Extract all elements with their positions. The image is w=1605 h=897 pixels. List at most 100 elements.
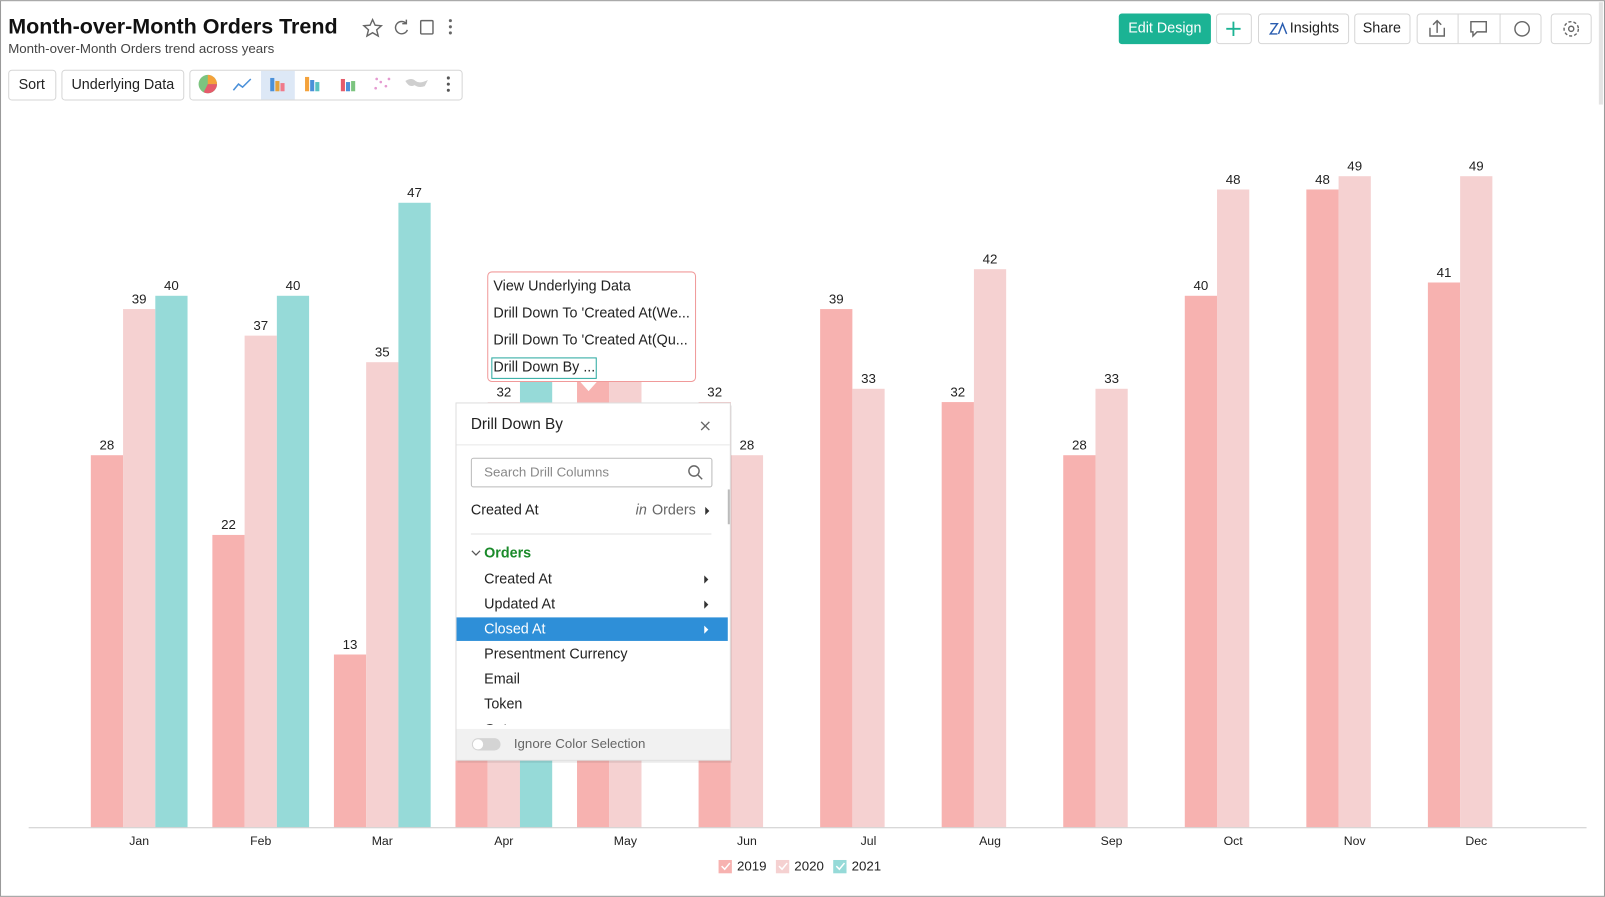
alert-icon[interactable] bbox=[1514, 20, 1530, 37]
bar[interactable] bbox=[1306, 189, 1339, 828]
panel-footer bbox=[456, 728, 730, 760]
bar[interactable] bbox=[1338, 176, 1371, 828]
drill-column[interactable]: Presentment Currency bbox=[484, 647, 628, 663]
settings-button[interactable] bbox=[1550, 13, 1592, 45]
bar-icon[interactable] bbox=[270, 77, 285, 92]
group-name[interactable]: Orders bbox=[484, 546, 531, 562]
underlying-data-button[interactable] bbox=[61, 69, 185, 101]
bar[interactable] bbox=[730, 455, 764, 828]
legend-swatch[interactable] bbox=[718, 859, 732, 874]
bar[interactable] bbox=[941, 402, 974, 828]
combo-icon[interactable] bbox=[340, 78, 356, 92]
edit-design-label[interactable]: Edit Design bbox=[1128, 21, 1201, 37]
search-placeholder[interactable]: Search Drill Columns bbox=[484, 465, 609, 480]
data-label: 48 bbox=[1315, 172, 1330, 187]
bar[interactable] bbox=[366, 362, 399, 828]
insights-label[interactable]: Insights bbox=[1290, 21, 1339, 37]
insights-icon[interactable] bbox=[1268, 21, 1288, 35]
menu-pointer bbox=[580, 381, 597, 392]
export-icon[interactable] bbox=[1429, 19, 1446, 37]
submenu-arrow bbox=[704, 600, 709, 609]
insights-button[interactable] bbox=[1258, 13, 1350, 45]
data-label: 40 bbox=[286, 278, 301, 293]
close-icon[interactable] bbox=[700, 421, 710, 431]
search-icon bbox=[688, 465, 700, 477]
focused-item bbox=[491, 357, 597, 379]
bar[interactable] bbox=[398, 202, 431, 828]
data-label: 49 bbox=[1469, 159, 1484, 174]
legend-check bbox=[721, 862, 731, 871]
bar[interactable] bbox=[333, 654, 367, 828]
drill-column[interactable]: Email bbox=[484, 672, 520, 688]
edit-design-button[interactable] bbox=[1118, 13, 1211, 45]
line-icon[interactable] bbox=[232, 78, 252, 91]
bar[interactable] bbox=[1427, 282, 1461, 828]
add-icon[interactable] bbox=[1226, 21, 1241, 36]
recent-column[interactable]: Created At bbox=[471, 503, 539, 519]
legend-swatch[interactable] bbox=[775, 859, 790, 874]
more-icon[interactable] bbox=[448, 19, 452, 35]
data-label: 37 bbox=[253, 318, 268, 333]
share-label[interactable]: Share bbox=[1363, 21, 1401, 37]
settings-icon[interactable] bbox=[1563, 20, 1580, 37]
data-label: 28 bbox=[740, 438, 755, 453]
sort-label[interactable]: Sort bbox=[19, 77, 45, 93]
data-label: 40 bbox=[164, 278, 179, 293]
group-chevron[interactable] bbox=[471, 550, 481, 556]
toggle-label[interactable]: Ignore Color Selection bbox=[514, 736, 646, 751]
refresh-icon[interactable] bbox=[394, 19, 409, 35]
x-tick-label: Aug bbox=[979, 834, 1001, 848]
scatter-icon[interactable] bbox=[374, 77, 391, 90]
bar[interactable] bbox=[212, 534, 245, 828]
stacked-icon[interactable] bbox=[305, 76, 320, 92]
menu-item[interactable]: Drill Down To 'Created At(We... bbox=[493, 305, 690, 321]
drill-column[interactable]: Created At bbox=[484, 571, 552, 587]
data-label: 32 bbox=[707, 384, 722, 399]
legend-label[interactable]: 2019 bbox=[737, 859, 767, 874]
bar[interactable] bbox=[1460, 176, 1493, 828]
icon-buttons bbox=[1416, 13, 1542, 45]
context-menu: View Underlying Data Drill Down To 'Creat… bbox=[487, 271, 697, 392]
share-button[interactable] bbox=[1354, 13, 1411, 45]
sort-button[interactable] bbox=[8, 69, 57, 101]
drill-column[interactable]: Token bbox=[484, 697, 522, 713]
settings-core bbox=[1567, 25, 1575, 33]
drill-column[interactable]: Updated At bbox=[484, 596, 555, 612]
drill-column[interactable]: Gateway bbox=[484, 722, 541, 738]
menu-item[interactable]: Drill Down By ... bbox=[493, 359, 595, 375]
bar[interactable] bbox=[1217, 189, 1250, 828]
bar[interactable] bbox=[276, 295, 310, 828]
menu-item[interactable]: Drill Down To 'Created At(Qu... bbox=[493, 332, 687, 348]
bar[interactable] bbox=[244, 335, 277, 828]
data-label: 33 bbox=[1104, 371, 1119, 386]
bar[interactable] bbox=[90, 455, 124, 828]
underlying-data-label[interactable]: Underlying Data bbox=[71, 77, 174, 93]
legend-label[interactable]: 2020 bbox=[794, 859, 824, 874]
bar[interactable] bbox=[1095, 388, 1128, 828]
chart-type-switcher[interactable] bbox=[189, 69, 463, 101]
save-icon[interactable] bbox=[419, 19, 434, 35]
more-types[interactable] bbox=[446, 76, 450, 92]
bar[interactable] bbox=[973, 269, 1007, 828]
title-icons[interactable] bbox=[362, 17, 452, 38]
data-label: 48 bbox=[1226, 172, 1241, 187]
legend-swatch[interactable] bbox=[833, 859, 847, 874]
menu-item[interactable]: View Underlying Data bbox=[493, 279, 631, 295]
pie-slice bbox=[207, 74, 218, 85]
bar[interactable] bbox=[820, 309, 853, 828]
data-label: 13 bbox=[343, 637, 358, 652]
comment-icon[interactable] bbox=[1470, 20, 1487, 38]
bar[interactable] bbox=[852, 388, 885, 828]
data-label: 28 bbox=[100, 438, 115, 453]
search-box[interactable] bbox=[470, 457, 713, 488]
context-menu-box bbox=[487, 271, 697, 382]
bar[interactable] bbox=[155, 295, 188, 828]
bar[interactable] bbox=[1063, 455, 1096, 828]
map-icon[interactable] bbox=[405, 78, 428, 87]
drill-column[interactable]: Closed At bbox=[484, 621, 545, 637]
bar[interactable] bbox=[1184, 295, 1218, 828]
bar[interactable] bbox=[123, 309, 156, 828]
star-icon[interactable] bbox=[362, 17, 384, 38]
legend-label[interactable]: 2021 bbox=[852, 859, 882, 874]
